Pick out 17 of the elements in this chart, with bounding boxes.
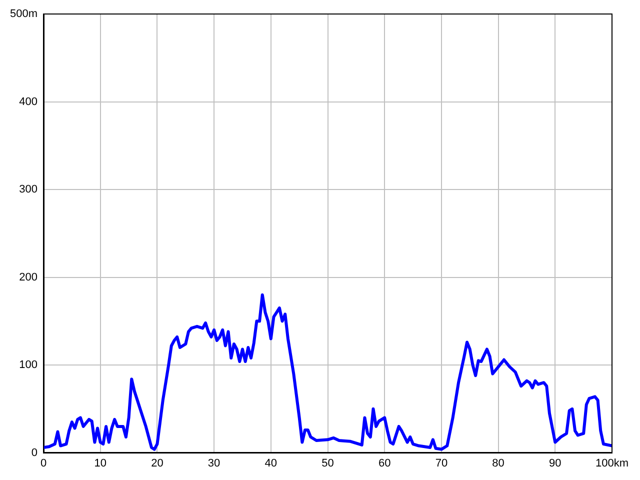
- x-tick-label: 0: [40, 457, 47, 470]
- x-tick-label: 10: [94, 457, 106, 470]
- x-tick-label: 30: [208, 457, 220, 470]
- y-tick-label: 300: [19, 184, 38, 196]
- x-tick-label: 50: [322, 457, 334, 470]
- x-tick-label: 100km: [595, 457, 629, 470]
- y-tick-label: 400: [19, 96, 38, 108]
- x-tick-label: 90: [549, 457, 562, 470]
- y-tick-label: 500m: [10, 8, 38, 20]
- y-tick-label: 200: [19, 271, 38, 284]
- y-tick-label: 0: [31, 446, 38, 459]
- x-tick-label: 60: [378, 457, 391, 470]
- x-tick-label: 20: [151, 457, 164, 470]
- x-tick-label: 70: [435, 457, 448, 470]
- x-tick-label: 40: [264, 457, 278, 470]
- x-tick-label: 80: [492, 457, 504, 470]
- y-tick-label: 100: [19, 359, 38, 372]
